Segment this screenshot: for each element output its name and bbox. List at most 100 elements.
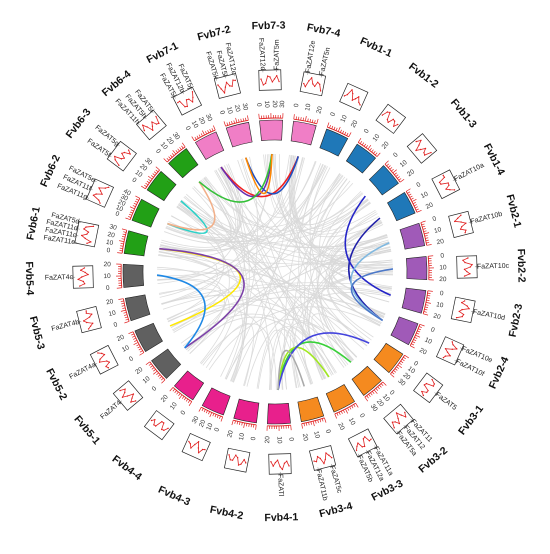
tick-label: 0 <box>131 177 138 185</box>
gene-label: FaZAT11b <box>315 469 329 502</box>
scale-tick <box>202 131 204 135</box>
scale-tick <box>134 340 137 341</box>
chromosome-block <box>406 256 427 279</box>
scale-tick <box>385 161 389 165</box>
gene-label: FaZAT10a <box>453 162 485 183</box>
tick-label: 20 <box>160 393 170 403</box>
scale-tick <box>414 205 417 206</box>
scale-tick <box>156 373 158 375</box>
tick-label: 30 <box>241 103 249 112</box>
scale-tick <box>294 114 295 119</box>
tick-label: 10 <box>347 417 357 427</box>
scale-tick <box>379 385 381 387</box>
scale-tick <box>140 353 144 356</box>
tick-label: 0 <box>293 103 300 108</box>
tick-label: 10 <box>372 133 382 143</box>
scale-tick <box>369 394 371 396</box>
gene-label: FaZAT5n <box>319 47 332 77</box>
scale-tick <box>259 114 260 119</box>
scale-tick <box>205 131 206 134</box>
scale-tick <box>160 376 162 378</box>
mini-density-plot <box>90 345 118 374</box>
chromosome-label: Fvb6-3 <box>64 106 94 140</box>
scale-tick <box>334 127 335 130</box>
tick-label: 0 <box>255 103 262 108</box>
scale-tick <box>356 403 359 407</box>
tick-label: 0 <box>106 247 111 254</box>
chromosome-block <box>226 122 252 147</box>
scale-tick <box>237 421 238 424</box>
scale-tick <box>195 137 197 140</box>
scale-tick <box>424 231 427 232</box>
scale-tick <box>210 129 211 132</box>
scale-tick <box>124 321 129 323</box>
scale-tick <box>146 183 148 185</box>
scale-tick <box>368 145 371 149</box>
tick-label: 20 <box>264 436 271 444</box>
scale-tick <box>312 120 313 123</box>
scale-tick <box>161 380 165 384</box>
scale-tick <box>422 224 425 225</box>
scale-tick <box>153 371 157 374</box>
scale-tick <box>422 226 425 227</box>
tick-label: 20 <box>134 366 144 376</box>
mini-density-plot <box>259 70 282 91</box>
scale-tick <box>231 121 232 124</box>
tick-label: 10 <box>423 336 433 346</box>
scale-tick <box>410 346 414 348</box>
scale-tick <box>122 306 125 307</box>
scale-tick <box>399 178 401 180</box>
chromosome-label: Fvb3-3 <box>370 477 406 503</box>
scale-tick <box>147 181 149 183</box>
scale-tick <box>213 413 214 416</box>
tick-label: 0 <box>151 385 159 393</box>
scale-tick <box>140 351 143 353</box>
chromosome-label: Fvb1-2 <box>406 61 440 91</box>
scale-tick <box>393 370 395 372</box>
scale-tick <box>239 422 240 425</box>
scale-tick <box>416 209 419 210</box>
scale-tick <box>427 298 430 299</box>
scale-tick <box>129 214 132 215</box>
scale-tick <box>202 408 203 411</box>
tick-label: 10 <box>304 103 312 112</box>
scale-tick <box>354 404 356 407</box>
scale-tick <box>213 125 215 130</box>
chromosome-label: Fvb5-4 <box>23 261 36 295</box>
scale-tick <box>375 153 377 155</box>
scale-tick <box>410 196 413 197</box>
scale-tick <box>118 299 123 300</box>
scale-tick <box>342 131 343 134</box>
scale-tick <box>352 406 353 409</box>
tick-label: 0 <box>154 148 162 156</box>
tick-label: 10 <box>312 430 321 439</box>
scale-tick <box>122 239 125 240</box>
tick-label: 20 <box>418 347 428 357</box>
scale-tick <box>332 126 333 129</box>
scale-tick <box>373 151 375 153</box>
tick-label: 0 <box>440 252 445 259</box>
scale-tick <box>121 301 124 302</box>
scale-tick <box>175 390 177 392</box>
gene-label: FaZAT5c <box>328 465 343 495</box>
tick-label: 10 <box>439 264 447 271</box>
chromosome-label: Fvb7-3 <box>252 19 286 32</box>
scale-tick <box>358 138 361 142</box>
scale-tick <box>227 123 228 126</box>
chromosome-label: Fvb3-1 <box>456 403 486 437</box>
scale-tick <box>370 393 372 395</box>
chromosome-label: Fvb1-3 <box>448 97 479 131</box>
scale-tick <box>424 312 427 313</box>
scale-tick <box>178 149 180 151</box>
scale-tick <box>291 425 292 430</box>
scale-tick <box>154 172 156 174</box>
tick-label: 10 <box>108 309 117 318</box>
scale-tick <box>123 234 126 235</box>
scale-tick <box>131 334 134 335</box>
scale-tick <box>311 422 312 425</box>
chromosome-block <box>267 403 290 424</box>
tick-label: 10 <box>399 159 409 169</box>
scale-tick <box>256 425 257 430</box>
